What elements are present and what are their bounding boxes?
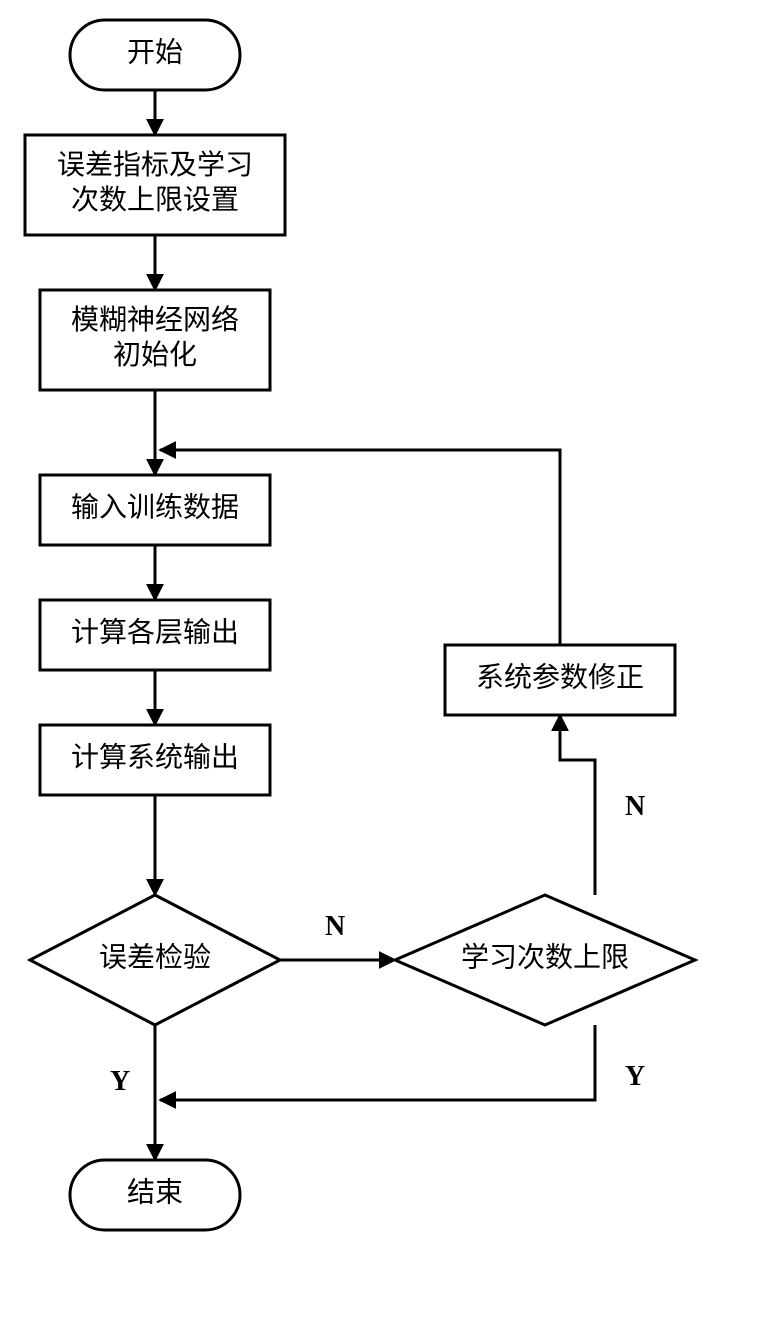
- node-modify-label: 系统参数修正: [476, 661, 644, 693]
- node-init: 模糊神经网络初始化: [40, 290, 270, 390]
- node-layers: 计算各层输出: [40, 600, 270, 670]
- node-errchk-label: 误差检验: [99, 941, 211, 973]
- node-end-label: 结束: [127, 1176, 183, 1208]
- node-start-label: 开始: [127, 36, 183, 68]
- edge-limit-end_merge: [160, 1025, 595, 1100]
- edge-limit-modify: [560, 715, 595, 895]
- node-setup-line1: 次数上限设置: [71, 184, 239, 216]
- node-init-line1: 初始化: [113, 339, 197, 371]
- node-input: 输入训练数据: [40, 475, 270, 545]
- node-end: 结束: [70, 1160, 240, 1230]
- node-sysout-label: 计算系统输出: [71, 741, 239, 773]
- node-init-line0: 模糊神经网络: [71, 304, 239, 336]
- edge-label-limit-end_merge: Y: [625, 1061, 645, 1092]
- node-layers-label: 计算各层输出: [71, 616, 239, 648]
- node-setup: 误差指标及学习次数上限设置: [25, 135, 285, 235]
- edge-label-errchk-end: Y: [110, 1066, 130, 1097]
- edge-label-errchk-limit: N: [325, 911, 345, 942]
- node-errchk: 误差检验: [30, 895, 280, 1025]
- node-limit-label: 学习次数上限: [461, 941, 629, 973]
- node-input-label: 输入训练数据: [71, 491, 239, 523]
- node-start: 开始: [70, 20, 240, 90]
- node-modify: 系统参数修正: [445, 645, 675, 715]
- node-sysout: 计算系统输出: [40, 725, 270, 795]
- edge-label-limit-modify: N: [625, 791, 645, 822]
- node-setup-line0: 误差指标及学习: [57, 149, 253, 181]
- node-limit: 学习次数上限: [395, 895, 695, 1025]
